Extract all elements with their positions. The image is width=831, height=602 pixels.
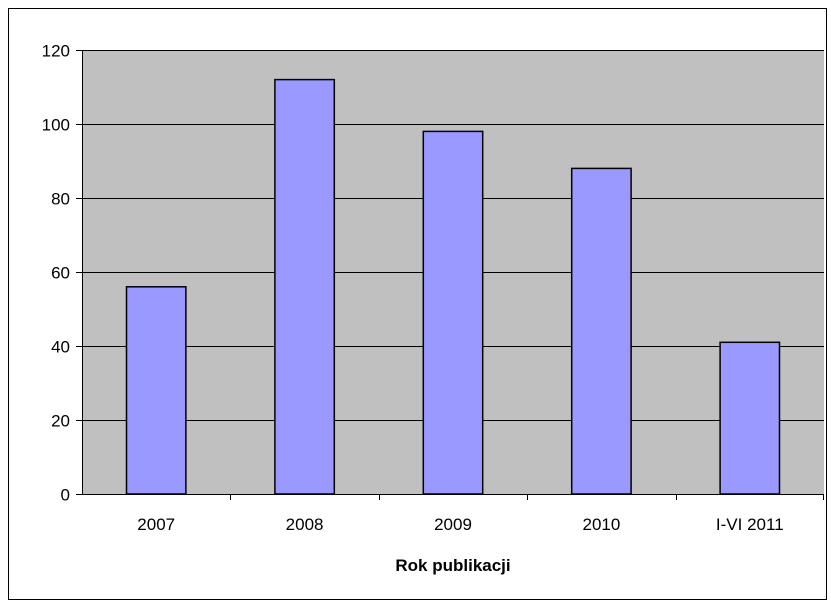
- y-tick-label-40: 40: [51, 338, 70, 357]
- x-tick-label-2010: 2010: [582, 515, 620, 534]
- tick-labels: 0 20 40 60 80 100 120 2007 2008 2009 2010 I-VI 2011: [42, 42, 784, 535]
- y-tick-label-20: 20: [51, 412, 70, 431]
- y-tick-label-80: 80: [51, 190, 70, 209]
- x-tick-label-I-VI-2011: I-VI 2011: [716, 515, 784, 534]
- axes: [76, 50, 824, 500]
- x-axis-title: Rok publikacji: [395, 556, 510, 575]
- bar-2010: [570, 167, 632, 495]
- y-tick-label-60: 60: [51, 264, 70, 283]
- x-tick-label-2008: 2008: [286, 515, 324, 534]
- y-tick-label-0: 0: [61, 486, 70, 505]
- bar-I-VI-2011: [719, 341, 781, 495]
- bar-2009: [422, 130, 484, 495]
- y-tick-label-120: 120: [42, 42, 70, 61]
- bar-2008: [274, 78, 336, 495]
- x-tick-label-2007: 2007: [137, 515, 175, 534]
- bars: [125, 78, 781, 495]
- bar-2007: [125, 286, 187, 495]
- y-tick-label-100: 100: [42, 116, 70, 135]
- x-tick-label-2009: 2009: [434, 515, 472, 534]
